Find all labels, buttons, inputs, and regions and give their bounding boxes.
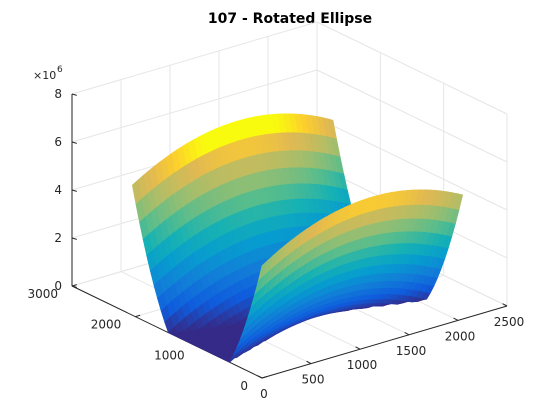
back-wall-grid-line [71, 21, 318, 95]
side-wall-grid-line [316, 69, 508, 163]
x-axis-line [261, 305, 508, 379]
back-wall-grid-line [71, 69, 318, 143]
z-tick-label: 6 [54, 135, 62, 149]
side-wall-grid-line [316, 117, 508, 211]
z-tick-mark [71, 237, 77, 240]
x-tick-label: 1000 [347, 358, 378, 372]
z-tick-label: 8 [54, 87, 62, 101]
axis-lines [71, 93, 508, 379]
x-tick-mark [257, 375, 263, 379]
x-tick-label: 2500 [494, 315, 525, 329]
y-tick-label: 2000 [91, 318, 122, 332]
x-tick-mark [306, 360, 312, 365]
side-wall-grid-line [316, 21, 508, 115]
z-exponent-power: 6 [57, 65, 63, 75]
x-tick-label: 2000 [445, 329, 476, 343]
x-tick-mark [502, 303, 508, 307]
z-tick-label: 0 [54, 279, 62, 293]
z-tick-mark [71, 141, 77, 144]
y-axis-line [71, 285, 263, 379]
y-tick-mark [261, 376, 267, 379]
z-tick-mark [71, 189, 77, 192]
x-tick-mark [453, 317, 459, 321]
z-exponent-label: ×10 6 [33, 65, 63, 82]
y-tick-label: 3000 [27, 287, 58, 301]
surface-plot [131, 113, 464, 363]
y-tick-label: 0 [240, 379, 248, 393]
z-tick-label: 4 [54, 183, 62, 197]
z-tick-mark [71, 285, 77, 288]
x-tick-label: 1500 [396, 344, 427, 358]
x-tick-label: 500 [302, 373, 325, 387]
x-tick-mark [355, 346, 361, 350]
surface-patch [257, 259, 269, 282]
z-tick-label: 2 [54, 231, 62, 245]
z-tick-mark [71, 93, 77, 96]
y-tick-mark [135, 314, 141, 318]
z-exponent-base: ×10 [33, 69, 56, 82]
chart-title: 107 - Rotated Ellipse [208, 11, 372, 27]
x-tick-mark [404, 332, 410, 336]
y-tick-label: 1000 [154, 348, 185, 362]
x-tick-label: 0 [260, 387, 268, 401]
